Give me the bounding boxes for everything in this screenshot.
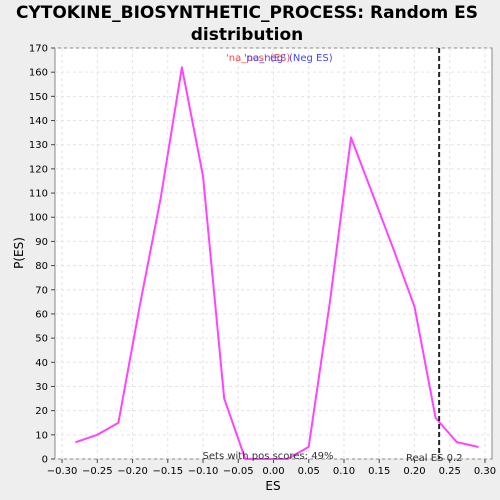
- data-point: [223, 397, 226, 400]
- y-tick-label: 30: [35, 382, 48, 393]
- y-tick-label: 50: [35, 334, 48, 345]
- y-tick-label: 40: [35, 358, 48, 369]
- data-point: [202, 175, 204, 178]
- y-axis-label: P(ES): [12, 237, 26, 269]
- x-tick-label: −0.25: [82, 466, 113, 477]
- y-tick-label: 110: [29, 189, 48, 200]
- pos-scores-annotation: Sets with pos scores: 49%: [203, 451, 334, 462]
- data-point: [180, 66, 183, 69]
- series-group: [75, 66, 479, 460]
- x-axis-ticks: −0.30 −0.25 −0.20 −0.15 −0.10 −0.05 0.00 0.05 0.…: [47, 459, 496, 477]
- chart-title-line1: CYTOKINE_BIOSYNTHETIC_PROCESS: Random ES: [16, 3, 478, 23]
- x-tick-label: −0.15: [152, 466, 183, 477]
- data-point: [244, 458, 247, 460]
- series-line: [75, 66, 479, 460]
- data-point: [455, 441, 458, 443]
- y-axis-ticks: 0 10 20 30 40 50 60 70 80 90 100 110 120 130 140 150 160…: [29, 44, 55, 466]
- y-tick-label: 0: [42, 455, 48, 466]
- data-point: [434, 417, 437, 419]
- x-tick-label: −0.10: [188, 466, 219, 477]
- data-point: [286, 458, 289, 460]
- y-tick-label: 150: [29, 92, 48, 103]
- y-tick-label: 60: [35, 309, 48, 320]
- y-tick-label: 160: [29, 68, 48, 79]
- y-tick-label: 130: [29, 140, 48, 151]
- y-tick-label: 100: [29, 213, 48, 224]
- y-tick-label: 170: [29, 44, 48, 55]
- data-point: [350, 136, 352, 139]
- y-tick-label: 70: [35, 285, 48, 296]
- data-point: [96, 433, 99, 436]
- legend-pos: 'na_pos' (ES): [226, 53, 290, 64]
- x-tick-label: 0.15: [368, 466, 390, 477]
- data-point: [265, 458, 268, 460]
- data-point: [159, 196, 162, 199]
- data-point: [307, 446, 310, 448]
- data-point: [117, 421, 120, 424]
- y-tick-label: 80: [35, 261, 48, 272]
- data-point: [328, 300, 331, 303]
- y-tick-label: 20: [35, 406, 48, 417]
- y-tick-label: 10: [35, 430, 48, 441]
- y-tick-label: 140: [29, 116, 48, 127]
- x-tick-label: −0.30: [47, 466, 78, 477]
- data-point: [75, 441, 78, 443]
- real-es-label: Real ES 0.2: [406, 453, 462, 464]
- x-tick-label: 0.05: [298, 466, 320, 477]
- y-tick-label: 90: [35, 237, 48, 248]
- x-tick-label: 0.00: [262, 466, 284, 477]
- x-tick-label: −0.05: [223, 466, 254, 477]
- data-point: [371, 192, 374, 194]
- x-tick-label: 0.25: [439, 466, 461, 477]
- legend-neg: 'na_neg' (Neg ES): [244, 53, 333, 64]
- x-tick-label: 0.10: [333, 466, 355, 477]
- grid-lines: [55, 47, 492, 460]
- data-point: [413, 305, 416, 308]
- data-point: [392, 247, 395, 250]
- x-tick-label: 0.30: [474, 466, 496, 477]
- x-tick-label: 0.20: [403, 466, 425, 477]
- data-point: [477, 446, 479, 448]
- x-tick-label: −0.20: [117, 466, 148, 477]
- y-tick-label: 120: [29, 164, 48, 175]
- x-axis-label: ES: [265, 479, 280, 493]
- chart-title-line2: distribution: [191, 25, 303, 45]
- data-point: [138, 305, 141, 308]
